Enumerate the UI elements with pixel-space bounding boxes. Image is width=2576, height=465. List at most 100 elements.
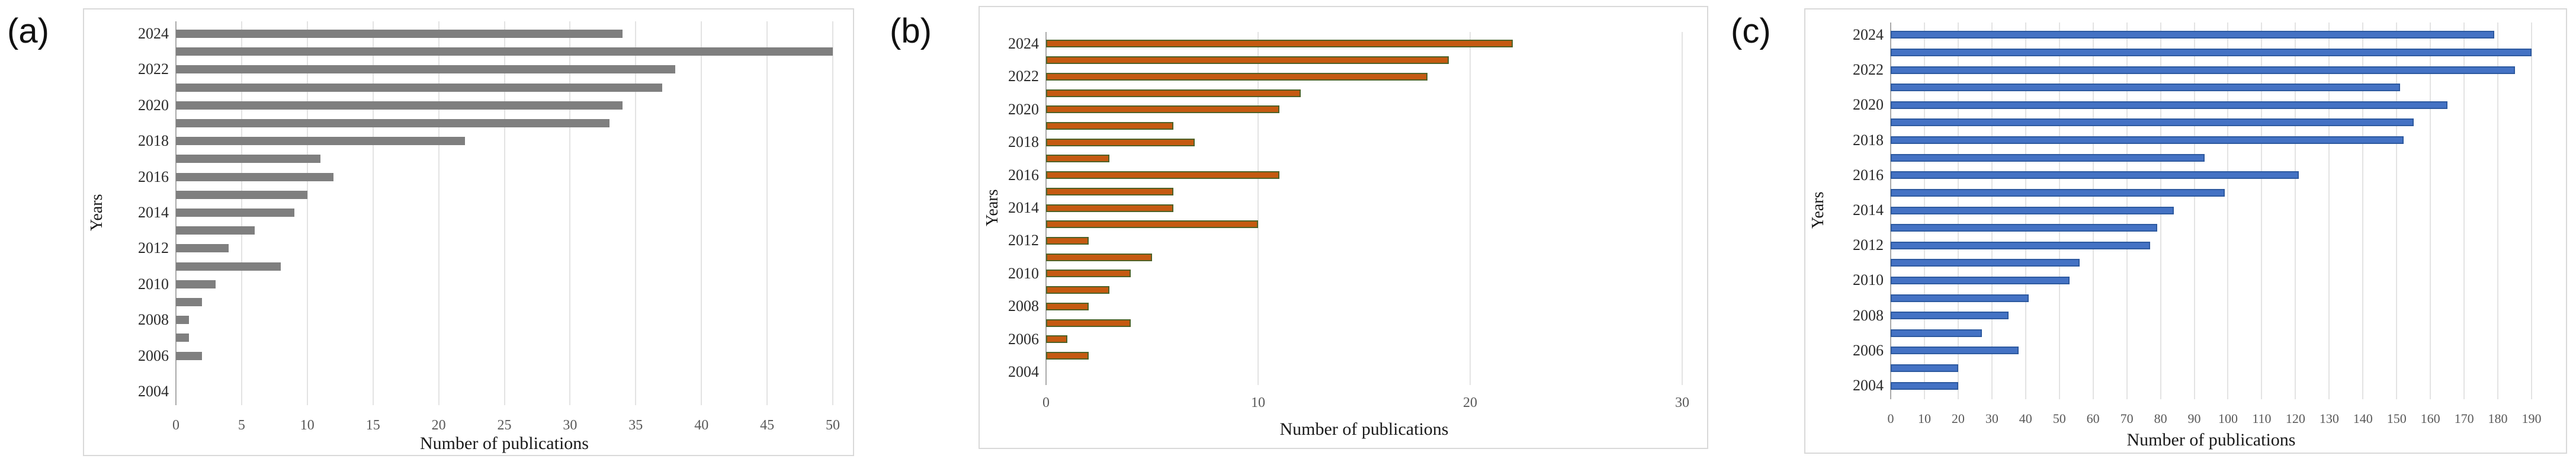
year-label-2008: 2008 [1853,306,1884,324]
bar-2022 [176,65,675,73]
bar-2006 [1046,335,1067,343]
bar-2015 [1891,189,2225,197]
bar-2010 [1891,277,2070,284]
x-axis-title: Number of publications [420,434,589,453]
x-tick-label-90: 90 [2187,411,2201,426]
bar-2014 [1891,207,2174,214]
panel-label-b: (b) [890,12,932,50]
year-label-2018: 2018 [1008,133,1039,151]
x-tick-label-25: 25 [497,418,512,433]
x-tick-label-80: 80 [2154,411,2167,426]
bar-2018 [1046,139,1195,146]
year-label-2006: 2006 [1853,341,1884,359]
gridline-x-120 [2295,23,2296,399]
bar-2023 [1891,49,2532,56]
year-label-2024: 2024 [1008,34,1039,52]
bar-2013 [1891,224,2157,232]
year-label-2006: 2006 [138,347,169,364]
x-tick-label-40: 40 [2019,411,2032,426]
bar-2006 [176,352,202,360]
year-label-2008: 2008 [138,311,169,329]
gridline-x-30 [1682,32,1683,385]
x-tick-label-0: 0 [1887,411,1894,426]
bar-2005 [1046,352,1089,360]
bar-2016 [176,173,333,181]
x-tick-label-45: 45 [760,418,775,433]
bar-2020 [176,101,623,110]
y-axis-title: Years [983,189,1002,227]
bar-2018 [1891,136,2404,144]
gridline-x-110 [2261,23,2263,399]
year-label-2022: 2022 [1008,68,1039,85]
x-tick-label-30: 30 [1985,411,1998,426]
panel-label-c: (c) [1731,12,1771,50]
x-tick-label-140: 140 [2353,411,2373,426]
bar-2020 [1891,101,2447,109]
bar-2015 [176,191,307,199]
x-tick-label-20: 20 [1463,395,1477,411]
year-label-2016: 2016 [1008,166,1039,184]
x-tick-label-20: 20 [431,418,446,433]
x-tick-label-50: 50 [2052,411,2066,426]
bar-2005 [1891,364,1958,372]
x-tick-label-30: 30 [563,418,578,433]
bar-2023 [1046,56,1449,64]
gridline-x-40 [701,21,702,405]
x-tick-label-110: 110 [2252,411,2272,426]
bar-2007 [176,333,189,342]
gridline-x-20 [438,21,440,405]
bar-2021 [176,84,662,92]
x-tick-label-70: 70 [2120,411,2134,426]
bar-2016 [1891,171,2299,179]
bar-2012 [1891,242,2150,249]
year-label-2012: 2012 [1008,232,1039,249]
bar-2022 [1891,66,2515,74]
bar-2024 [1046,40,1513,47]
x-tick-label-20: 20 [1951,411,1965,426]
gridline-x-100 [2227,23,2229,399]
x-tick-label-150: 150 [2386,411,2407,426]
year-label-2024: 2024 [1853,25,1884,43]
year-label-2010: 2010 [138,275,169,293]
year-label-2010: 2010 [1008,264,1039,282]
gridline-x-25 [503,21,505,405]
x-tick-label-40: 40 [694,418,709,433]
year-label-2022: 2022 [138,60,169,78]
gridline-x-30 [569,21,571,405]
x-axis-title: Number of publications [1279,419,1449,439]
bar-2013 [1046,220,1258,228]
year-label-2012: 2012 [1853,236,1884,254]
x-tick-label-50: 50 [826,418,840,433]
x-tick-label-120: 120 [2285,411,2305,426]
x-tick-label-170: 170 [2454,411,2474,426]
bar-2007 [1046,319,1131,327]
bar-2007 [1891,329,1982,337]
x-tick-label-100: 100 [2218,411,2238,426]
bar-2020 [1046,105,1279,113]
year-label-2024: 2024 [138,25,169,43]
x-tick-label-10: 10 [300,418,315,433]
x-tick-label-30: 30 [1675,395,1689,411]
bar-2011 [1046,254,1152,261]
x-tick-label-190: 190 [2522,411,2542,426]
gridline-x-130 [2328,23,2330,399]
year-label-2014: 2014 [138,204,169,221]
bar-2015 [1046,188,1173,195]
bar-2006 [1891,347,2019,354]
gridline-x-45 [766,21,768,405]
bar-2024 [176,30,623,38]
bar-2019 [1046,122,1173,130]
gridline-x-180 [2497,23,2499,399]
year-label-2016: 2016 [138,168,169,185]
bar-2010 [1046,270,1131,277]
year-label-2012: 2012 [138,239,169,257]
x-tick-label-160: 160 [2420,411,2440,426]
gridline-x-50 [832,21,833,405]
x-tick-label-10: 10 [1251,395,1265,411]
gridline-x-90 [2193,23,2195,399]
bar-2024 [1891,31,2494,39]
bar-2010 [176,280,216,288]
year-label-2020: 2020 [1853,96,1884,114]
bar-2004 [1891,382,1958,390]
